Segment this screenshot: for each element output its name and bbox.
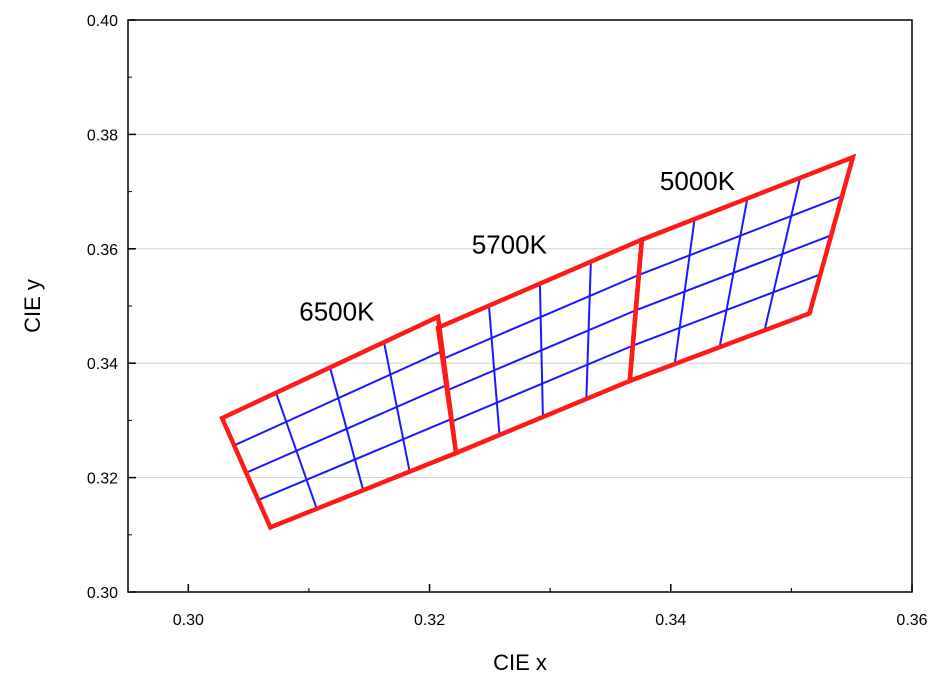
region-grid-line xyxy=(446,309,637,392)
region-grid-line xyxy=(451,344,634,423)
x-tick-label: 0.30 xyxy=(173,612,204,629)
region-grid-line xyxy=(257,418,452,501)
y-axis-title: CIE y xyxy=(20,279,45,333)
region-label: 6500K xyxy=(299,296,375,326)
region-grid-line xyxy=(383,341,411,472)
region-outlines xyxy=(219,153,857,531)
y-tick-label: 0.38 xyxy=(87,127,118,144)
x-tick-label: 0.32 xyxy=(414,612,445,629)
y-tick-label: 0.32 xyxy=(87,471,118,488)
gridlines xyxy=(128,133,912,479)
y-tick-label: 0.36 xyxy=(87,242,118,259)
region-label: 5000K xyxy=(660,166,736,196)
x-axis-title: CIE x xyxy=(493,650,547,675)
plot-frame xyxy=(127,19,913,593)
x-tick-label: 0.34 xyxy=(655,612,686,629)
region-labels: 6500K 5700K 5000K xyxy=(299,166,735,326)
y-tick-label: 0.30 xyxy=(87,585,118,602)
region-grid-line xyxy=(635,234,832,312)
region-grid-line xyxy=(763,177,802,331)
axis-ticks xyxy=(128,19,913,593)
y-tick-label: 0.40 xyxy=(87,13,118,30)
region-grid-line xyxy=(632,273,821,347)
region-outline xyxy=(219,313,459,531)
region-grids xyxy=(233,177,843,510)
region-outline xyxy=(627,153,857,385)
y-tick-label: 0.34 xyxy=(87,356,118,373)
region-grid-line xyxy=(585,261,592,399)
region-outline xyxy=(435,236,645,457)
region-label: 5700K xyxy=(472,229,548,259)
axis-tick-labels: 0.30 0.32 0.34 0.36 0.38 0.40 0.30 0.32 0.34 0.36 xyxy=(87,13,928,629)
x-tick-label: 0.36 xyxy=(896,612,927,629)
region-grid-line xyxy=(245,384,448,474)
